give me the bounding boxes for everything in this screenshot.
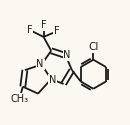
Text: F: F <box>54 26 60 36</box>
Text: N: N <box>63 50 71 60</box>
Text: N: N <box>49 75 56 85</box>
Text: N: N <box>36 59 44 69</box>
Text: CH₃: CH₃ <box>10 94 28 104</box>
Text: Cl: Cl <box>88 42 99 52</box>
Text: F: F <box>41 20 46 30</box>
Text: F: F <box>27 25 32 35</box>
